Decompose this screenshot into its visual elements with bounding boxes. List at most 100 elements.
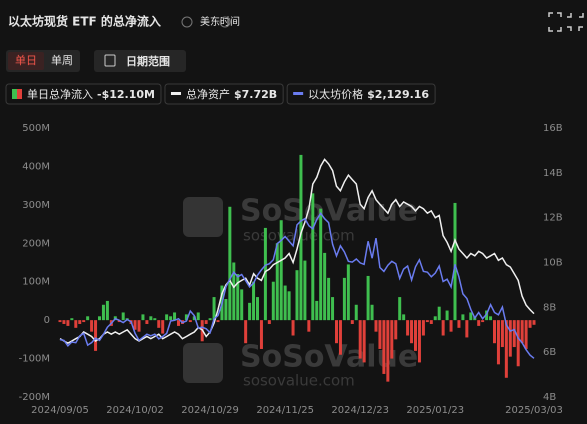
bar (500, 320, 504, 348)
bar (236, 274, 240, 321)
bar (66, 320, 70, 326)
bar (121, 312, 125, 321)
bar (137, 320, 141, 332)
bar (169, 316, 173, 321)
x-tick-label: 2025/01/23 (406, 405, 464, 416)
bar (532, 320, 536, 325)
bar (382, 320, 386, 374)
x-tick-label: 2024/11/25 (256, 405, 314, 416)
bar (267, 320, 271, 324)
y2-tick-label: 4B (543, 392, 556, 403)
legend-name: 总净资产 (186, 87, 230, 101)
legend-box (5, 83, 162, 105)
bar (402, 314, 406, 321)
info-icon[interactable] (181, 16, 193, 28)
bar (394, 320, 398, 340)
bar (358, 320, 362, 359)
bar (524, 320, 528, 349)
y2-tick-label: 6B (543, 347, 556, 358)
bar (161, 320, 165, 334)
bar (259, 320, 263, 349)
bar (94, 320, 98, 351)
x-tick-label: 2024/12/23 (331, 405, 389, 416)
bar (307, 320, 311, 332)
info-icon[interactable] (219, 16, 231, 28)
period-day[interactable]: 单日 (15, 54, 37, 67)
y2-tick-label: 14B (543, 168, 563, 179)
bar (516, 320, 520, 367)
bar (481, 320, 485, 323)
bar (101, 304, 105, 321)
legend-name: 以太坊价格 (308, 87, 363, 101)
bar (346, 264, 350, 321)
y-tick-label: 200M (22, 238, 50, 249)
bar (212, 297, 216, 321)
watermark-url: sosovalue.com (243, 227, 355, 245)
bar (315, 300, 319, 321)
bar (493, 320, 496, 344)
legend-value: $2,129.16 (367, 88, 429, 101)
bar (303, 260, 307, 321)
bar (86, 316, 90, 321)
bar (78, 320, 82, 324)
bar (133, 320, 137, 330)
bar (362, 320, 366, 363)
bar (406, 320, 410, 336)
bar (520, 320, 524, 344)
collapse-icon[interactable] (567, 13, 584, 31)
period-week[interactable]: 单周 (51, 54, 73, 67)
y2-tick-label: 12B (543, 213, 563, 224)
bar (141, 314, 145, 321)
bar (370, 304, 374, 321)
bar (58, 320, 62, 323)
bar (291, 320, 295, 336)
bar (165, 314, 169, 321)
fullscreen-icon[interactable] (548, 12, 562, 32)
bar (275, 243, 279, 321)
bar (331, 297, 335, 321)
bar (489, 316, 493, 321)
bar (374, 320, 378, 332)
bar (283, 285, 287, 321)
bar (248, 302, 252, 321)
bar (70, 318, 74, 321)
bar (327, 277, 331, 321)
bar (410, 320, 414, 344)
legend-name: 单日总净流入 (27, 87, 93, 101)
y-tick-label: 0 (44, 315, 50, 326)
bar (216, 320, 220, 323)
period-active[interactable] (8, 52, 44, 70)
line (59, 211, 535, 359)
bar (350, 320, 354, 324)
bar (263, 227, 267, 321)
bar (295, 270, 299, 321)
bar (299, 154, 303, 321)
bar (366, 275, 370, 321)
y2-tick-label: 16B (543, 123, 563, 134)
bar (378, 320, 382, 349)
bar (98, 316, 101, 321)
bar (192, 316, 196, 321)
bar (232, 262, 236, 321)
bar (335, 320, 338, 344)
bar (157, 320, 161, 328)
bar (252, 281, 256, 321)
date-range-label[interactable]: 日期范围 (126, 54, 170, 68)
bar (433, 316, 437, 321)
y-tick-label: 400M (22, 161, 50, 172)
bar (208, 318, 212, 321)
bar (149, 316, 153, 321)
bar (354, 304, 358, 321)
date-range-button[interactable] (94, 50, 186, 72)
bar (271, 281, 275, 321)
bar (414, 320, 417, 351)
x-tick-label: 2025/03/03 (505, 405, 563, 416)
bar (177, 320, 180, 326)
x-tick-label: 2024/10/02 (106, 405, 164, 416)
bar (441, 320, 445, 336)
bar (145, 320, 149, 324)
bar (528, 320, 532, 328)
bar (224, 299, 228, 321)
bar (437, 306, 441, 321)
bar (496, 320, 500, 365)
